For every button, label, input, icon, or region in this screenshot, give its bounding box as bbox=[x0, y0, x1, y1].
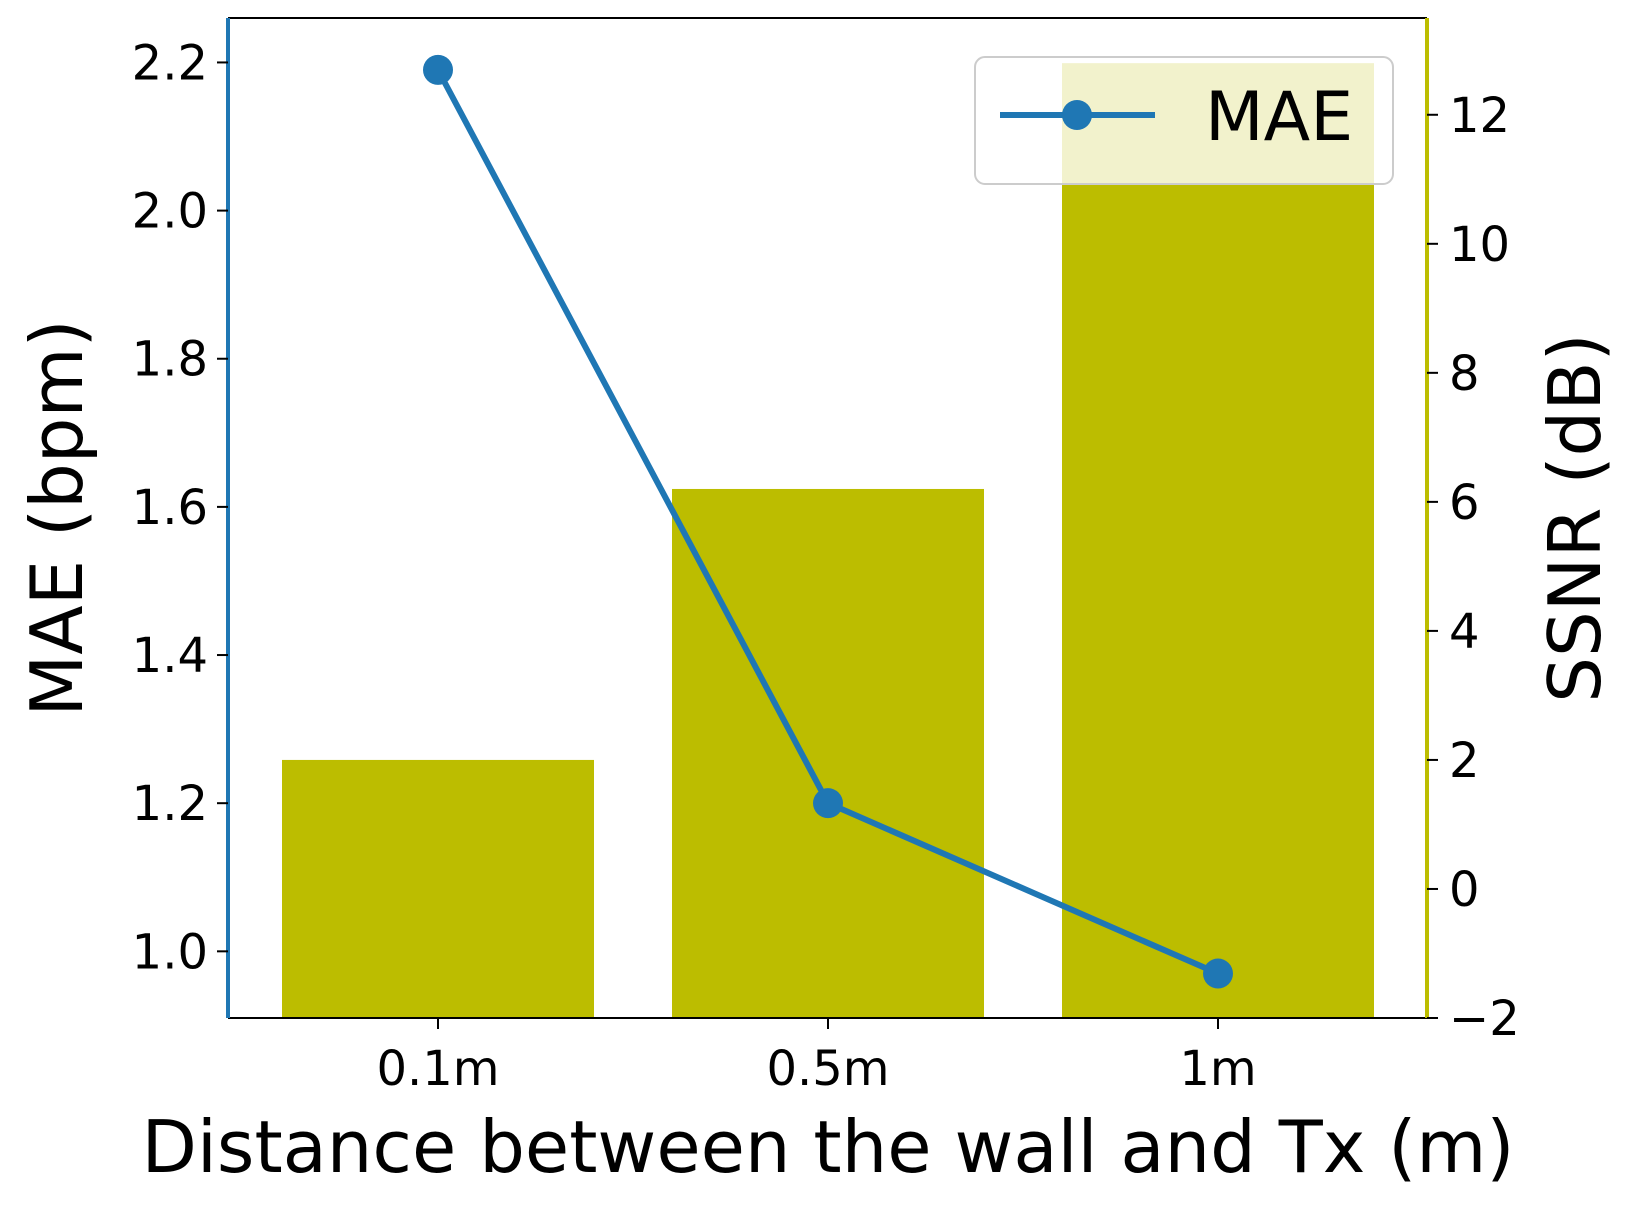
ssnr-bar-0.1m bbox=[282, 759, 594, 1018]
ssnr-bar-1m bbox=[1062, 63, 1374, 1018]
right-tick-label: 8 bbox=[1449, 346, 1480, 402]
x-tick-label: 0.1m bbox=[376, 1041, 499, 1097]
left-tick-label: 1.4 bbox=[132, 628, 208, 684]
right-tick-label: 12 bbox=[1449, 88, 1510, 144]
x-axis-title: Distance between the wall and Tx (m) bbox=[141, 1105, 1514, 1189]
mae-point-1m bbox=[1203, 958, 1233, 989]
ssnr-bars bbox=[282, 63, 1374, 1018]
left-tick-label: 2.2 bbox=[132, 35, 208, 91]
right-tick-label: 4 bbox=[1449, 604, 1480, 660]
mae-point-0.1m bbox=[423, 54, 453, 85]
left-tick-label: 1.2 bbox=[132, 776, 208, 832]
left-axis-title: MAE (bpm) bbox=[15, 319, 99, 716]
right-tick-label: −2 bbox=[1449, 991, 1520, 1047]
left-axis-ticks: 1.0 1.2 1.4 1.6 1.8 2.0 2.2 bbox=[132, 35, 228, 980]
plot-frame bbox=[226, 17, 1429, 1019]
legend: MAE bbox=[974, 56, 1394, 185]
legend-marker-icon bbox=[1062, 100, 1092, 130]
left-tick-label: 1.8 bbox=[132, 332, 208, 388]
mae-line-series bbox=[423, 54, 1233, 989]
right-tick-label: 0 bbox=[1449, 862, 1480, 918]
x-tick-label: 0.5m bbox=[766, 1041, 889, 1097]
right-axis-title: SSNR (dB) bbox=[1533, 333, 1617, 702]
x-tick-label: 1m bbox=[1179, 1041, 1256, 1097]
legend-entry-mae: MAE bbox=[1205, 78, 1353, 157]
legend-box bbox=[974, 56, 1394, 185]
right-axis-ticks: −2 0 2 4 6 8 10 12 bbox=[1427, 88, 1520, 1047]
left-tick-label: 2.0 bbox=[132, 184, 208, 240]
ssnr-bar-0.5m bbox=[672, 488, 984, 1018]
mae-point-0.5m bbox=[813, 788, 843, 819]
left-tick-label: 1.0 bbox=[132, 924, 208, 980]
right-tick-label: 10 bbox=[1449, 217, 1510, 273]
right-tick-label: 2 bbox=[1449, 733, 1480, 789]
x-axis-ticks: 0.1m 0.5m 1m bbox=[376, 1018, 1257, 1097]
right-tick-label: 6 bbox=[1449, 475, 1480, 531]
left-tick-label: 1.6 bbox=[132, 480, 208, 536]
